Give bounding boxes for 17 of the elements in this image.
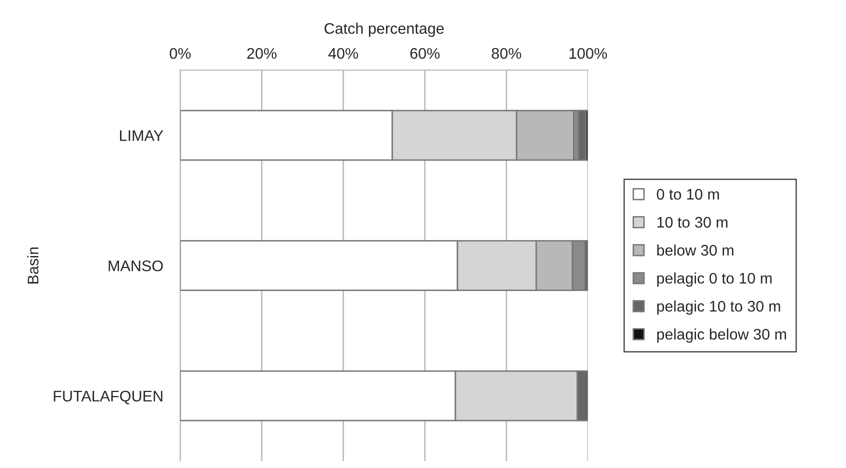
x-tick-label: 40% xyxy=(328,48,358,59)
x-axis-title: Catch percentage xyxy=(324,22,444,37)
legend-label: 0 to 10 m xyxy=(656,188,719,200)
x-tick-label: 20% xyxy=(247,48,276,59)
y-tick-label: FUTALAFQUEN xyxy=(54,390,162,404)
y-axis-title: Basin xyxy=(27,247,38,284)
x-tick-label: 80% xyxy=(492,48,522,59)
x-tick-label: 100% xyxy=(570,48,607,59)
legend-label: below 30 m xyxy=(657,244,734,256)
y-tick-label: LIMAY xyxy=(120,130,164,141)
y-tick-label: MANSO xyxy=(108,260,163,272)
x-tick-label: 60% xyxy=(410,48,440,59)
legend-label: pelagic 0 to 10 m xyxy=(657,272,772,287)
legend-label: pelagic below 30 m xyxy=(657,328,786,343)
legend-label: 10 to 30 m xyxy=(657,216,728,228)
x-tick-label: 0% xyxy=(170,48,191,59)
legend-label: pelagic 10 to 30 m xyxy=(657,300,780,315)
